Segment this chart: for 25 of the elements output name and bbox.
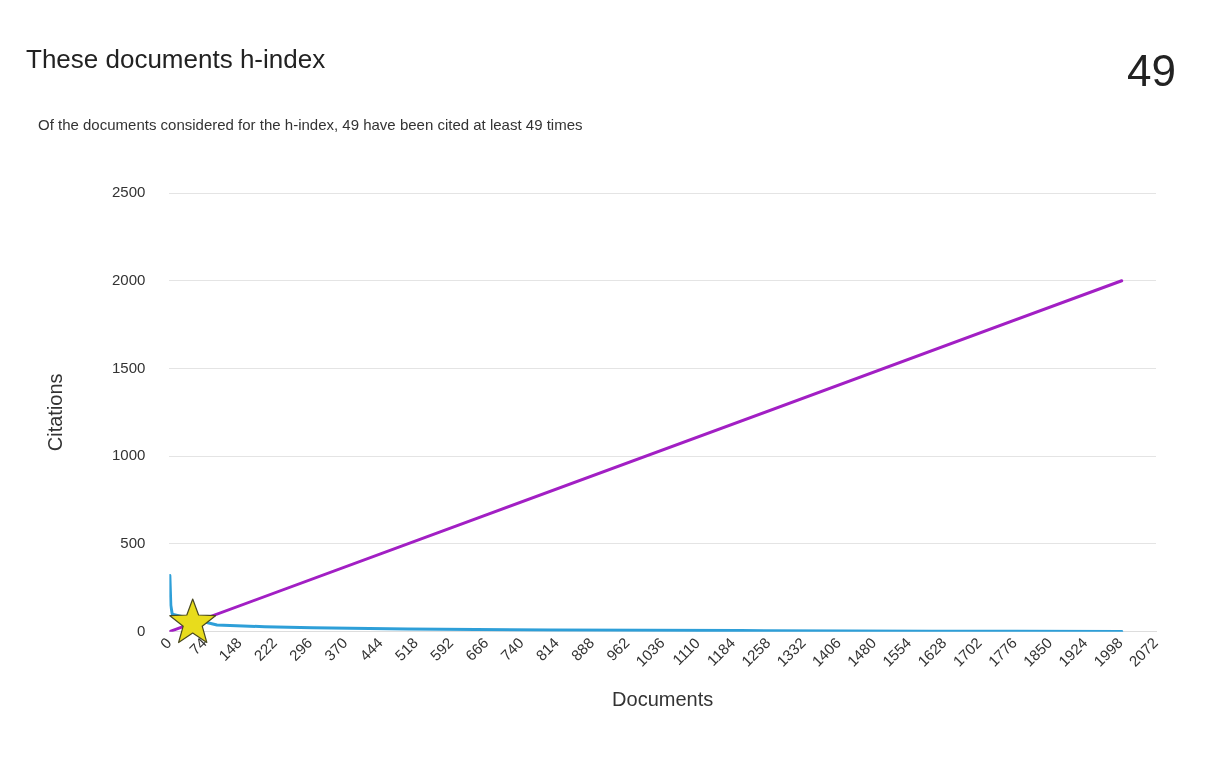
x-tick-label: 370 <box>320 634 351 664</box>
x-tick-label: 296 <box>285 634 316 664</box>
chart-subtitle: Of the documents considered for the h-index, 49 have been cited at least 49 times <box>38 116 583 133</box>
y-axis-title: Citations <box>43 373 66 452</box>
text: 49 <box>1127 46 1176 96</box>
x-tick-label: 74 <box>185 634 210 658</box>
x-tick-label: 148 <box>215 634 245 664</box>
y-tick-label: 1500 <box>111 358 146 376</box>
y-tick-label: 2500 <box>111 183 146 201</box>
x-tick-label: 666 <box>461 634 492 664</box>
x-tick-label: 962 <box>602 634 633 664</box>
y-tick-label: 0 <box>137 621 146 639</box>
chart-title: These documents h-index <box>26 44 326 75</box>
y-tick-label: 1000 <box>111 446 146 464</box>
x-tick-label: 814 <box>532 634 563 664</box>
x-axis-title: Documents <box>612 687 714 710</box>
x-tick-label: 222 <box>250 634 281 664</box>
x-tick-label: 0 <box>156 634 175 652</box>
x-tick-label: 888 <box>567 634 598 664</box>
x-tick-label: 444 <box>356 634 386 664</box>
x-tick-label: 592 <box>426 634 457 664</box>
x-tick-label: 518 <box>391 634 422 664</box>
y-tick-label: 500 <box>120 534 146 552</box>
y-tick-label: 2000 <box>111 270 146 288</box>
x-tick-label: 740 <box>497 634 527 664</box>
